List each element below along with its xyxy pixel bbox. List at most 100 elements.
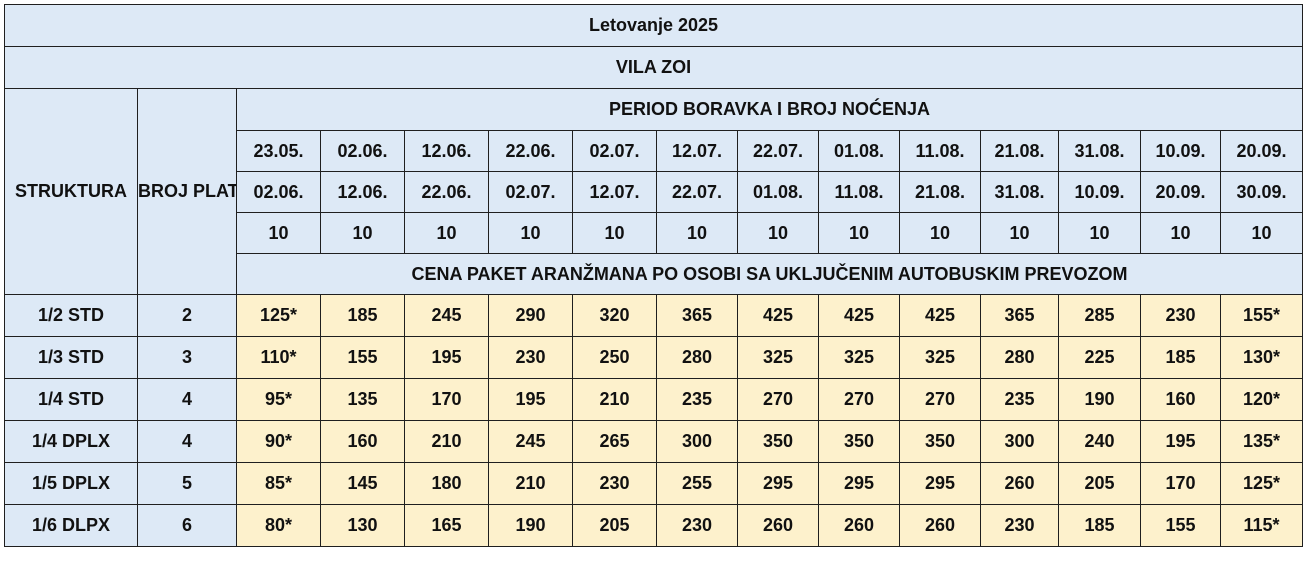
price-cell: 185: [320, 294, 405, 337]
period-nights: 10: [1140, 212, 1221, 254]
price-cell: 295: [737, 462, 819, 505]
price-cell: 245: [404, 294, 489, 337]
period-nights: 10: [572, 212, 657, 254]
struktura-cell: 1/6 DLPX: [4, 504, 138, 547]
price-cell: 170: [404, 378, 489, 421]
period-from: 23.05.: [236, 130, 321, 172]
period-to: 31.08.: [980, 171, 1059, 213]
price-cell: 210: [572, 378, 657, 421]
price-cell: 265: [572, 420, 657, 463]
price-cell: 130*: [1220, 336, 1303, 379]
price-cell: 160: [1140, 378, 1221, 421]
osobe-cell: 4: [137, 420, 237, 463]
table-title: Letovanje 2025: [4, 4, 1303, 47]
price-cell: 195: [1140, 420, 1221, 463]
table-row: 1/4 STD 4 95* 135 170 195 210 235 270 270 270 235 19…: [4, 378, 1303, 421]
period-nights: 10: [980, 212, 1059, 254]
price-cell: 350: [818, 420, 900, 463]
period-from: 12.06.: [404, 130, 489, 172]
price-cell: 270: [899, 378, 981, 421]
price-cell: 235: [656, 378, 738, 421]
price-cell: 95*: [236, 378, 321, 421]
price-cell: 425: [899, 294, 981, 337]
period-to: 12.06.: [320, 171, 405, 213]
price-cell: 230: [980, 504, 1059, 547]
price-cell: 365: [980, 294, 1059, 337]
price-cell: 190: [1058, 378, 1141, 421]
price-cell: 290: [488, 294, 573, 337]
price-cell: 350: [899, 420, 981, 463]
period-from: 31.08.: [1058, 130, 1141, 172]
price-cell: 325: [818, 336, 900, 379]
period-from: 01.08.: [818, 130, 900, 172]
struktura-cell: 1/4 STD: [4, 378, 138, 421]
price-cell: 325: [899, 336, 981, 379]
price-cell: 425: [737, 294, 819, 337]
period-to: 02.06.: [236, 171, 321, 213]
price-cell: 270: [737, 378, 819, 421]
osobe-cell: 5: [137, 462, 237, 505]
price-cell: 205: [1058, 462, 1141, 505]
period-from: 22.07.: [737, 130, 819, 172]
period-nights: 10: [1058, 212, 1141, 254]
struktura-cell: 1/3 STD: [4, 336, 138, 379]
price-cell: 195: [404, 336, 489, 379]
price-cell: 235: [980, 378, 1059, 421]
price-cell: 205: [572, 504, 657, 547]
table-row: 1/6 DLPX 6 80* 130 165 190 205 230 260 260 260 230 1…: [4, 504, 1303, 547]
price-cell: 230: [656, 504, 738, 547]
price-cell: 210: [404, 420, 489, 463]
period-to: 12.07.: [572, 171, 657, 213]
price-cell: 425: [818, 294, 900, 337]
period-nights: 10: [899, 212, 981, 254]
price-cell: 230: [1140, 294, 1221, 337]
table-row: 1/5 DPLX 5 85* 145 180 210 230 255 295 295 295 260 2…: [4, 462, 1303, 505]
price-cell: 180: [404, 462, 489, 505]
price-cell: 260: [818, 504, 900, 547]
period-to: 30.09.: [1220, 171, 1303, 213]
period-nights: 10: [656, 212, 738, 254]
price-cell: 260: [980, 462, 1059, 505]
price-cell: 210: [488, 462, 573, 505]
osobe-cell: 4: [137, 378, 237, 421]
period-to: 11.08.: [818, 171, 900, 213]
price-cell: 170: [1140, 462, 1221, 505]
price-cell: 245: [488, 420, 573, 463]
table-row: 1/2 STD 2 125* 185 245 290 320 365 425 425 425 365 2…: [4, 294, 1303, 337]
period-to: 22.06.: [404, 171, 489, 213]
period-from: 10.09.: [1140, 130, 1221, 172]
price-cell: 190: [488, 504, 573, 547]
price-cell: 240: [1058, 420, 1141, 463]
price-cell: 260: [737, 504, 819, 547]
price-cell: 85*: [236, 462, 321, 505]
struktura-cell: 1/5 DPLX: [4, 462, 138, 505]
price-cell: 80*: [236, 504, 321, 547]
price-cell: 135: [320, 378, 405, 421]
period-from: 02.07.: [572, 130, 657, 172]
period-nights: 10: [236, 212, 321, 254]
price-cell: 125*: [236, 294, 321, 337]
header-struktura: STRUKTURA: [4, 88, 138, 295]
price-cell: 295: [818, 462, 900, 505]
osobe-cell: 3: [137, 336, 237, 379]
price-cell: 260: [899, 504, 981, 547]
period-from: 21.08.: [980, 130, 1059, 172]
price-cell: 270: [818, 378, 900, 421]
period-nights: 10: [488, 212, 573, 254]
price-cell: 165: [404, 504, 489, 547]
struktura-cell: 1/4 DPLX: [4, 420, 138, 463]
price-cell: 155*: [1220, 294, 1303, 337]
period-to: 20.09.: [1140, 171, 1221, 213]
price-cell: 130: [320, 504, 405, 547]
period-nights: 10: [404, 212, 489, 254]
price-cell: 300: [656, 420, 738, 463]
table-row: 1/4 DPLX 4 90* 160 210 245 265 300 350 350 350 300 2…: [4, 420, 1303, 463]
price-cell: 300: [980, 420, 1059, 463]
price-cell: 230: [572, 462, 657, 505]
price-cell: 250: [572, 336, 657, 379]
period-to: 02.07.: [488, 171, 573, 213]
table-row: 1/3 STD 3 110* 155 195 230 250 280 325 325 325 280 2…: [4, 336, 1303, 379]
price-cell: 365: [656, 294, 738, 337]
price-cell: 135*: [1220, 420, 1303, 463]
price-cell: 155: [320, 336, 405, 379]
